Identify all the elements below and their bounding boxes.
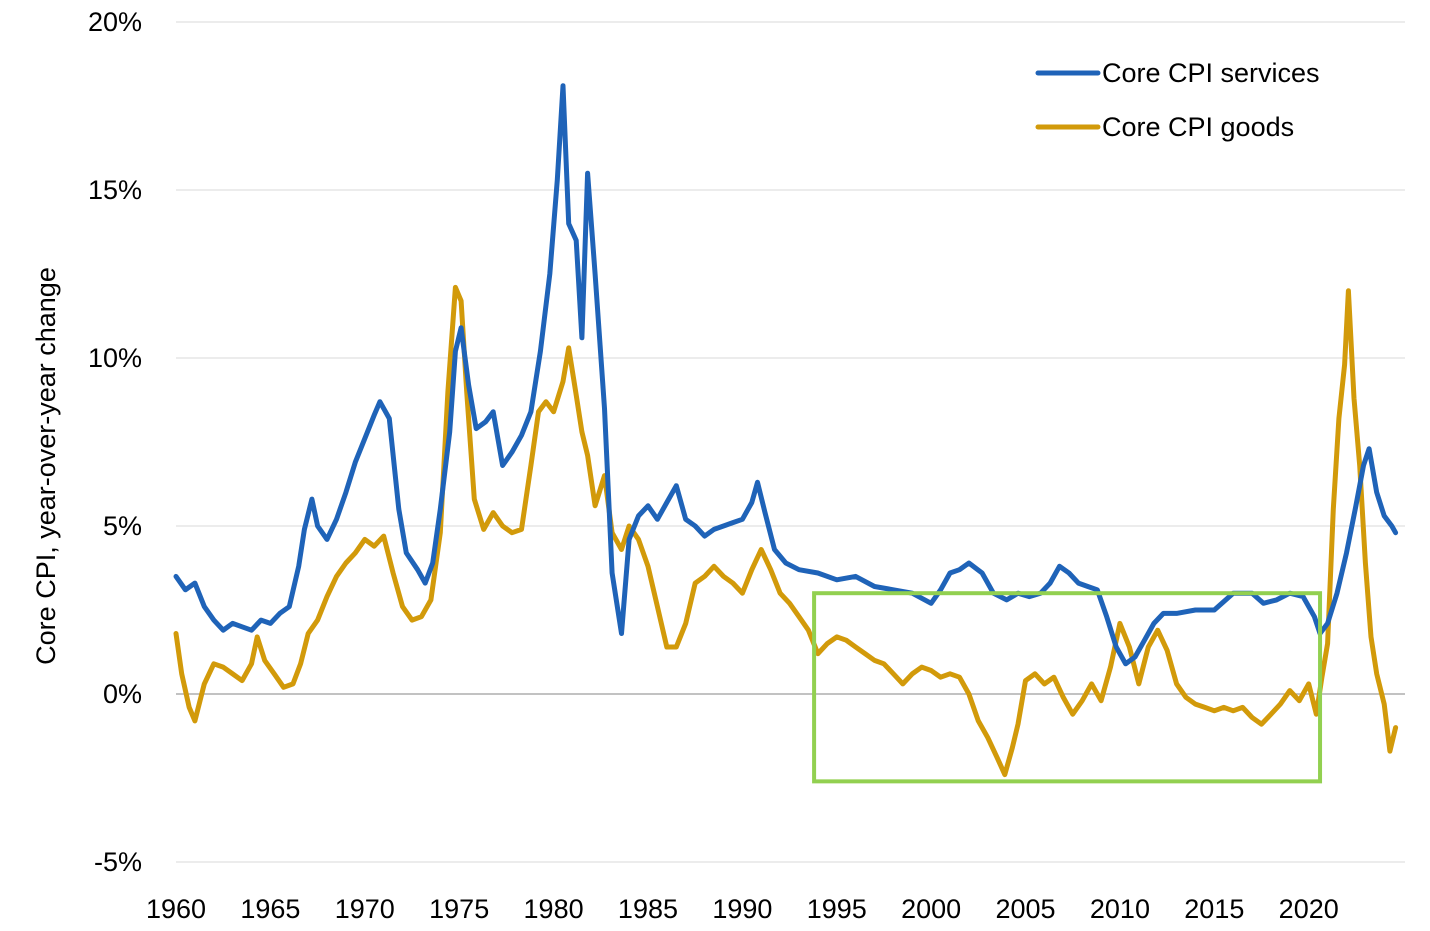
legend: Core CPI services Core CPI goods xyxy=(1035,58,1320,142)
gridlines xyxy=(176,21,1405,863)
series-lines xyxy=(173,83,1399,778)
y-tick-label: 15% xyxy=(88,175,142,205)
x-tick-label: 2015 xyxy=(1184,894,1244,924)
legend-label: Core CPI services xyxy=(1102,58,1320,88)
x-tick-label: 2010 xyxy=(1090,894,1150,924)
legend-label: Core CPI goods xyxy=(1102,112,1294,142)
x-tick-label: 1980 xyxy=(524,894,584,924)
y-axis-tick-labels: -5% 0% 5% 10% 15% 20% xyxy=(88,7,142,877)
x-tick-label: 1990 xyxy=(712,894,772,924)
x-tick-label: 2000 xyxy=(901,894,961,924)
y-tick-label: 0% xyxy=(103,679,142,709)
y-tick-label: 10% xyxy=(88,343,142,373)
x-tick-label: 1975 xyxy=(429,894,489,924)
x-tick-label: 1960 xyxy=(146,894,206,924)
y-tick-label: 5% xyxy=(103,511,142,541)
x-tick-label: 1995 xyxy=(807,894,867,924)
series-line-core-cpi-services xyxy=(173,83,1399,667)
y-axis-title: Core CPI, year-over-year change xyxy=(31,267,61,665)
y-tick-label: 20% xyxy=(88,7,142,37)
x-axis-tick-labels: 1960 1965 1970 1975 1980 1985 1990 1995 2000 2005… xyxy=(146,894,1339,924)
series-line-core-cpi-goods xyxy=(173,284,1399,778)
x-tick-label: 2020 xyxy=(1279,894,1339,924)
x-tick-label: 2005 xyxy=(996,894,1056,924)
y-tick-label: -5% xyxy=(94,847,142,877)
x-tick-label: 1985 xyxy=(618,894,678,924)
x-tick-label: 1965 xyxy=(240,894,300,924)
x-tick-label: 1970 xyxy=(335,894,395,924)
highlight-rectangle xyxy=(812,591,1323,784)
